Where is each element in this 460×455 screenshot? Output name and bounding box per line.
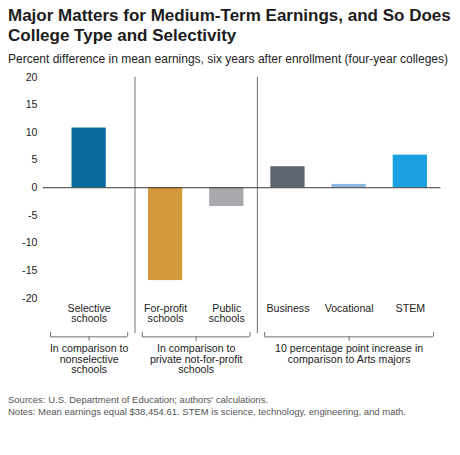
html-text:Percent difference in mean ear: Percent difference in mean earnings, six… [8,51,448,66]
svg-text:Vocational: Vocational [325,301,374,313]
svg-text:-20: -20 [22,291,37,303]
svg-text:10 percentage point increase i: 10 percentage point increase incompariso… [275,342,423,365]
html-text:Major Matters for Medium-Term: Major Matters for Medium-Term Earnings, … [8,6,451,46]
svg-text:STEM: STEM [396,301,425,313]
svg-text:For-profitschools: For-profitschools [144,301,187,324]
svg-text:Business: Business [266,301,309,313]
svg-text:-10: -10 [22,236,37,248]
svg-text:15: 15 [26,98,38,110]
svg-text:10: 10 [26,126,38,138]
html-text:Notes: Mean earnings equal $38: Notes: Mean earnings equal $38,454.61. S… [8,406,406,418]
svg-text:Publicschools: Publicschools [209,301,245,324]
svg-text:-5: -5 [28,209,38,221]
svg-text:In comparison tononselectivesc: In comparison tononselectiveschools [50,342,129,375]
svg-text:0: 0 [32,181,38,193]
svg-text:20: 20 [26,70,38,82]
svg-text:5: 5 [32,153,38,165]
svg-text:In comparison toprivate not-fo: In comparison toprivate not-for-profitsc… [150,342,243,375]
svg-text:-15: -15 [22,264,37,276]
html-text:Sources: U.S. Department of Ed: Sources: U.S. Department of Education; a… [8,394,268,406]
svg-text:Selectiveschools: Selectiveschools [68,301,111,324]
